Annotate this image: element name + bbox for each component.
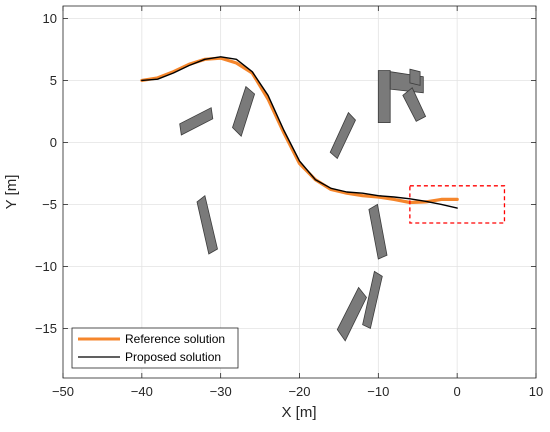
legend-label-reference: Reference solution [125,332,225,346]
y-axis-label: Y [m] [3,175,20,210]
obstacle [232,85,256,137]
series-line-proposed [141,56,458,209]
legend-label-proposed: Proposed solution [125,350,221,364]
obstacle [336,286,367,342]
y-tick-label: 5 [50,73,57,88]
x-tick-label: −30 [210,384,232,399]
legend-box [71,327,239,369]
y-tick-label: −15 [35,321,57,336]
obstacle [329,111,356,160]
obstacle [377,70,391,123]
series-line-reference [140,56,459,205]
x-tick-label: −20 [288,384,310,399]
obstacle [368,203,388,260]
x-tick-label: −10 [367,384,389,399]
y-tick-label: −5 [42,197,57,212]
legend: Reference solution Proposed solution [71,327,239,369]
highlight-box [409,185,506,224]
highlight-region [409,185,506,224]
y-tick-label: 0 [50,135,57,150]
obstacle [179,107,214,136]
y-tick-label: 10 [43,11,57,26]
series-lines [140,56,459,209]
x-tick-label: 10 [529,384,543,399]
x-tick-label: −50 [52,384,74,399]
obstacle [362,270,383,329]
x-tick-label: 0 [454,384,461,399]
obstacle [402,87,427,122]
obstacle [409,68,421,86]
x-axis-label: X [m] [281,404,316,421]
y-tick-label: −10 [35,259,57,274]
x-tick-label: −40 [131,384,153,399]
obstacle [196,194,218,255]
obstacles [179,68,427,342]
